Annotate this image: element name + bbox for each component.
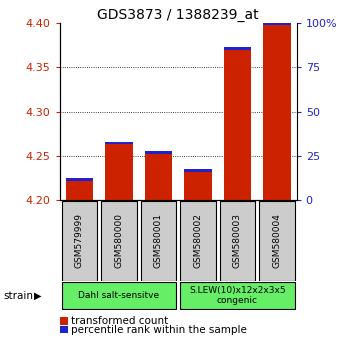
Bar bbox=[224, 47, 251, 50]
Bar bbox=[65, 178, 93, 181]
Text: GSM580000: GSM580000 bbox=[115, 213, 123, 268]
Text: GSM580002: GSM580002 bbox=[193, 213, 203, 268]
FancyBboxPatch shape bbox=[62, 282, 176, 309]
FancyBboxPatch shape bbox=[220, 201, 255, 281]
Text: GSM580001: GSM580001 bbox=[154, 213, 163, 268]
Bar bbox=[145, 154, 172, 200]
Bar bbox=[224, 50, 251, 200]
Text: ▶: ▶ bbox=[34, 291, 42, 301]
Bar bbox=[184, 169, 212, 172]
Bar bbox=[145, 152, 172, 154]
FancyBboxPatch shape bbox=[259, 201, 295, 281]
Bar bbox=[105, 144, 133, 200]
Bar bbox=[184, 172, 212, 200]
Text: transformed count: transformed count bbox=[71, 316, 168, 326]
FancyBboxPatch shape bbox=[62, 201, 97, 281]
Bar bbox=[263, 22, 291, 25]
Title: GDS3873 / 1388239_at: GDS3873 / 1388239_at bbox=[98, 8, 259, 22]
Text: GSM580003: GSM580003 bbox=[233, 213, 242, 268]
Text: percentile rank within the sample: percentile rank within the sample bbox=[71, 325, 247, 335]
FancyBboxPatch shape bbox=[101, 201, 137, 281]
FancyBboxPatch shape bbox=[140, 201, 176, 281]
Text: strain: strain bbox=[3, 291, 33, 301]
FancyBboxPatch shape bbox=[180, 282, 295, 309]
FancyBboxPatch shape bbox=[180, 201, 216, 281]
Bar bbox=[105, 142, 133, 144]
Bar bbox=[65, 181, 93, 200]
Text: GSM579999: GSM579999 bbox=[75, 213, 84, 268]
Text: GSM580004: GSM580004 bbox=[272, 213, 281, 268]
Text: Dahl salt-sensitve: Dahl salt-sensitve bbox=[78, 291, 160, 300]
Bar bbox=[263, 25, 291, 200]
Text: S.LEW(10)x12x2x3x5
congenic: S.LEW(10)x12x2x3x5 congenic bbox=[189, 286, 286, 305]
